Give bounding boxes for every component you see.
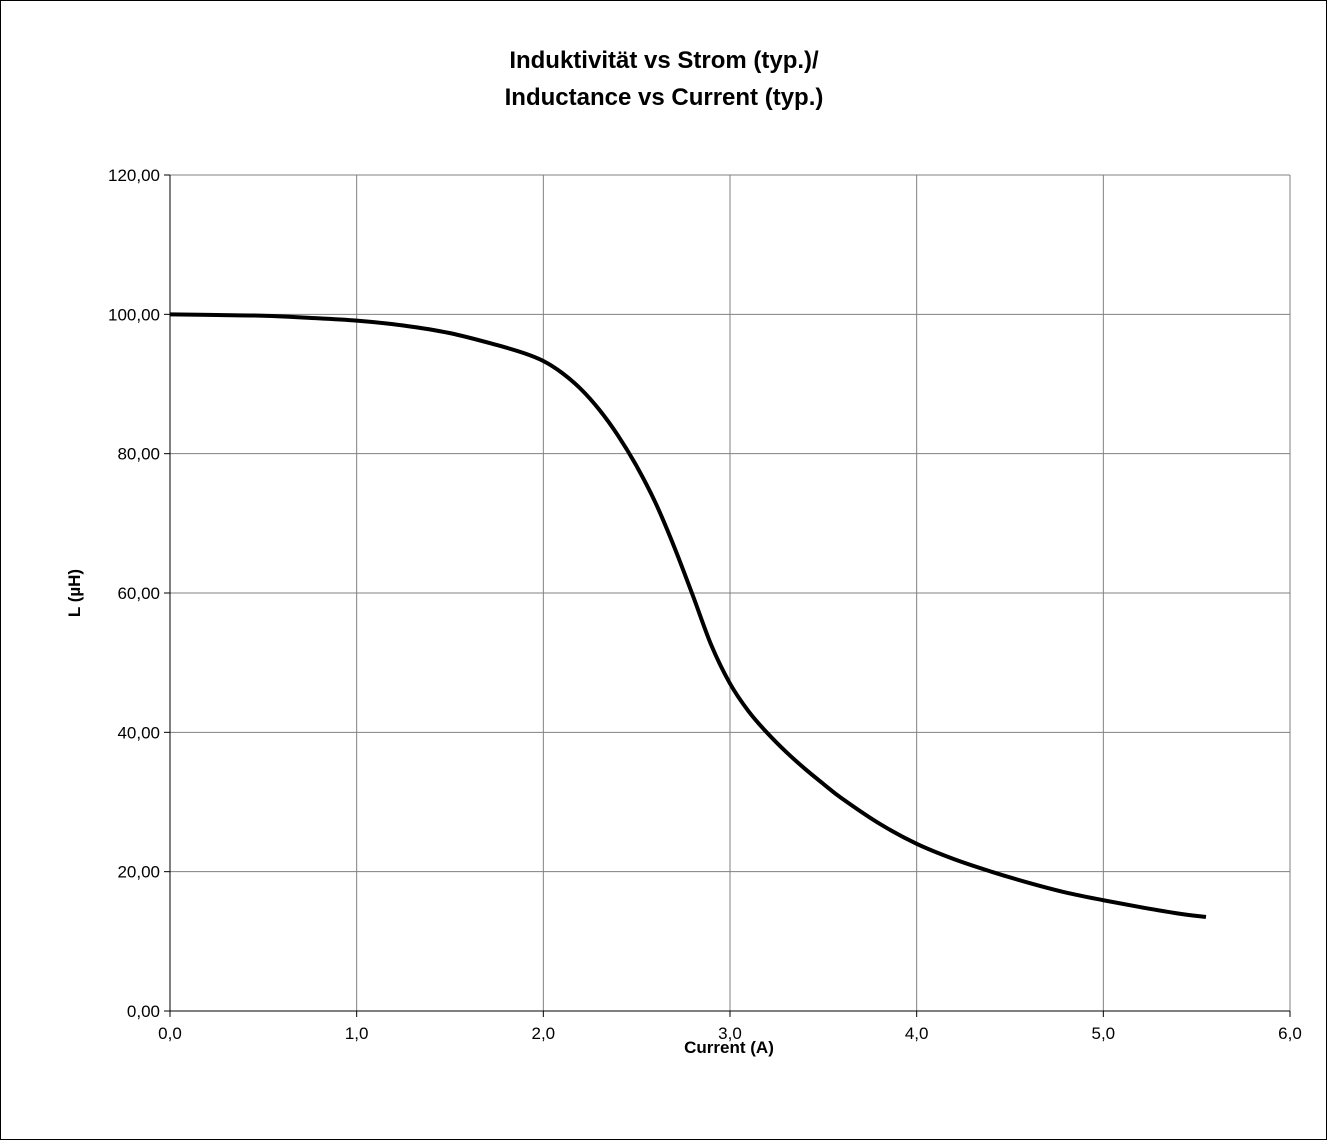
x-tick-label: 3,0 [718, 1024, 742, 1043]
y-tick-label: 60,00 [117, 584, 160, 603]
y-axis-title: L (µH) [65, 569, 84, 617]
y-tick-label: 40,00 [117, 723, 160, 742]
x-tick-label: 0,0 [158, 1024, 182, 1043]
y-tick-label: 20,00 [117, 863, 160, 882]
y-tick-label: 100,00 [108, 305, 160, 324]
inductance-curve [169, 312, 1207, 919]
x-tick-label: 1,0 [345, 1024, 369, 1043]
y-tick-label: 80,00 [117, 445, 160, 464]
gridlines [170, 174, 1291, 1011]
y-tick-label: 120,00 [108, 166, 160, 185]
series-layer [169, 312, 1207, 919]
x-tick-label: 2,0 [532, 1024, 556, 1043]
x-tick-label: 4,0 [905, 1024, 929, 1043]
chart-title-line-1: Induktivität vs Strom (typ.)/ [509, 47, 819, 74]
x-tick-label: 5,0 [1092, 1024, 1116, 1043]
tick-labels: 0,0 1,0 2,0 3,0 4,0 5,0 6,0 0,00 20,00 40,00 60,00… [108, 166, 1302, 1043]
x-axis-title: Current (A) [684, 1038, 774, 1057]
x-tick-label: 6,0 [1278, 1024, 1302, 1043]
y-tick-label: 0,00 [127, 1002, 160, 1021]
chart-title-line-2: Inductance vs Current (typ.) [505, 84, 824, 111]
